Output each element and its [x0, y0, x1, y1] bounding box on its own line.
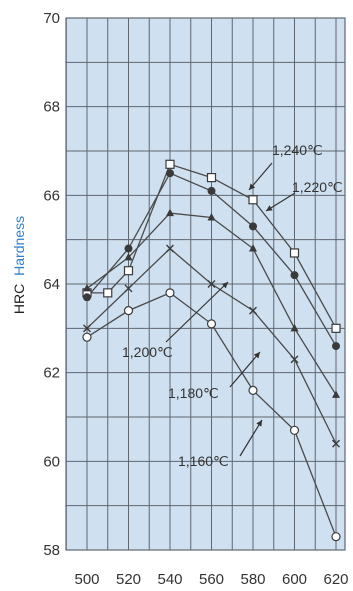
marker-open-square — [103, 288, 113, 298]
marker-open-square — [123, 266, 134, 276]
annotation-arrow — [239, 419, 263, 457]
x-tick-label: 540 — [157, 571, 182, 588]
marker-filled-circle — [166, 169, 174, 178]
annotation-label: 1,200℃ — [122, 344, 173, 360]
marker-filled-circle — [83, 293, 91, 302]
marker-open-circle — [165, 288, 175, 298]
x-tick-label: 600 — [282, 571, 307, 588]
y-axis-label-hardness: Hardness — [11, 216, 27, 276]
marker-x — [207, 280, 216, 288]
y-tick-label: 70 — [43, 10, 60, 27]
annotations: 1,240℃ 1,220℃ 1,200℃ 1,180℃ 1,160℃ — [122, 142, 343, 469]
marker-open-square — [206, 173, 217, 183]
marker-filled-triangle — [332, 390, 340, 398]
marker-x — [332, 439, 340, 448]
x-tick-label: 520 — [116, 571, 141, 588]
annotation-arrow — [248, 162, 273, 191]
marker-open-circle — [248, 385, 258, 395]
annotation-label: 1,160℃ — [178, 453, 229, 469]
marker-filled-triangle — [166, 208, 174, 217]
marker-open-square — [331, 323, 341, 333]
marker-x — [249, 306, 257, 315]
marker-filled-triangle — [124, 252, 133, 261]
annotation-label: 1,220℃ — [292, 179, 343, 195]
marker-filled-circle — [249, 222, 257, 231]
marker-open-circle — [82, 332, 92, 342]
series-markers — [82, 159, 341, 542]
y-tick-labels: 58 60 62 64 66 68 70 — [43, 10, 60, 559]
annotation-arrow — [165, 281, 229, 343]
marker-filled-triangle — [207, 213, 216, 221]
marker-x — [290, 355, 299, 364]
marker-filled-circle — [207, 186, 216, 195]
marker-filled-triangle — [83, 283, 91, 292]
marker-x — [166, 244, 174, 253]
y-axis-label: HRC Hardness — [11, 216, 27, 314]
marker-x — [83, 324, 91, 333]
annotation-arrow — [229, 351, 261, 388]
marker-filled-circle — [124, 244, 133, 253]
marker-filled-circle — [290, 271, 299, 280]
annotation-arrow — [265, 192, 296, 212]
y-tick-label: 68 — [43, 99, 60, 116]
x-tick-label: 500 — [74, 571, 99, 588]
y-tick-label: 66 — [43, 187, 60, 204]
marker-open-circle — [331, 532, 341, 542]
y-tick-label: 62 — [43, 365, 60, 382]
x-tick-label: 560 — [199, 571, 224, 588]
marker-open-square — [289, 248, 300, 258]
plot-border — [65, 17, 346, 551]
grid — [65, 17, 346, 551]
x-tick-label: 620 — [323, 571, 348, 588]
marker-open-circle — [123, 306, 134, 316]
annotation-label: 1,240℃ — [272, 142, 323, 158]
y-tick-label: 60 — [43, 453, 60, 470]
marker-open-circle — [206, 319, 217, 329]
annotation-label: 1,180℃ — [168, 385, 219, 401]
marker-x — [124, 284, 133, 293]
x-tick-label: 580 — [240, 571, 265, 588]
marker-filled-triangle — [249, 244, 257, 252]
y-axis-label-hrc: HRC — [11, 284, 27, 314]
marker-open-square — [165, 159, 175, 169]
y-tick-label: 58 — [43, 542, 60, 559]
y-tick-label: 64 — [43, 276, 60, 293]
x-tick-labels: 500 520 540 560 580 600 620 — [74, 571, 348, 588]
marker-open-square — [248, 195, 258, 205]
marker-filled-circle — [332, 342, 340, 351]
marker-filled-triangle — [290, 323, 299, 332]
marker-open-circle — [289, 425, 300, 435]
